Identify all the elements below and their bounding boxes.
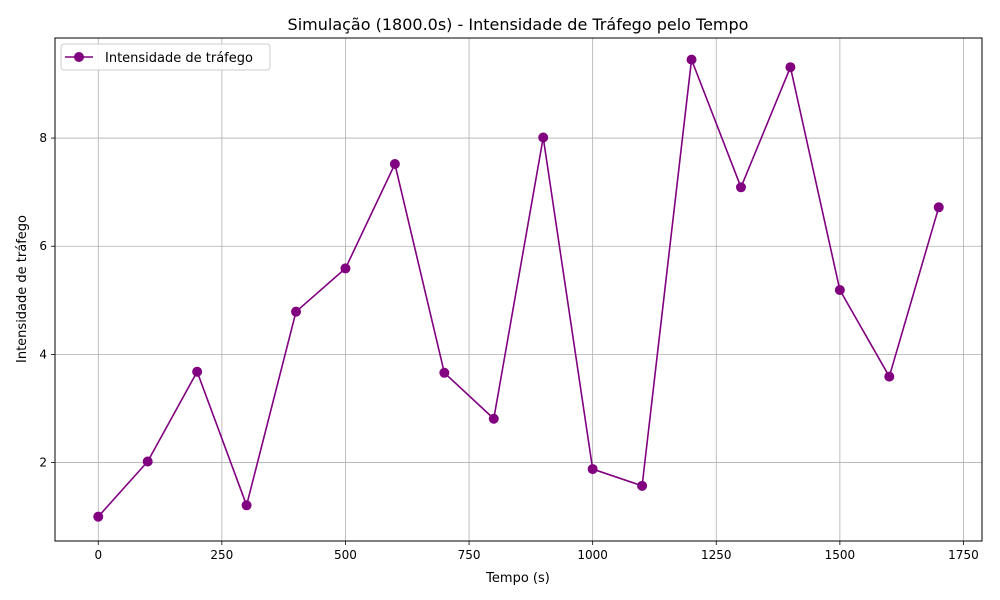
data-point (538, 132, 549, 143)
y-tick-label: 6 (39, 239, 47, 253)
legend-marker-swatch (74, 52, 84, 62)
data-point (93, 511, 104, 522)
data-point (488, 413, 499, 424)
data-point (340, 263, 351, 274)
data-point (735, 182, 746, 193)
legend: Intensidade de tráfego (60, 43, 271, 71)
y-tick-label: 4 (39, 347, 47, 361)
x-tick-label: 750 (458, 548, 481, 562)
data-point (291, 306, 302, 317)
data-point (241, 500, 252, 511)
series-line (97, 58, 940, 518)
x-tick-label: 500 (334, 548, 357, 562)
data-point (192, 366, 203, 377)
y-tick-label: 2 (39, 456, 47, 470)
data-point (142, 456, 153, 467)
chart-title: Simulação (1800.0s) - Intensidade de Trá… (288, 15, 749, 34)
data-point (785, 62, 796, 73)
data-point (686, 54, 697, 65)
data-point (933, 202, 944, 213)
legend-box (60, 43, 271, 71)
axis-ticks: 0 250 500 750 1000 1250 1500 1750 2 4 6 8 (39, 131, 978, 562)
data-point (884, 371, 895, 382)
x-tick-label: 0 (94, 548, 102, 562)
data-point (439, 367, 450, 378)
plot-area-frame (54, 37, 983, 542)
x-tick-label: 1750 (948, 548, 979, 562)
x-tick-label: 1250 (701, 548, 732, 562)
y-tick-label: 8 (39, 131, 47, 145)
data-point (834, 285, 845, 296)
x-tick-label: 1000 (577, 548, 608, 562)
x-axis-label: Tempo (s) (485, 571, 550, 586)
data-point (637, 480, 648, 491)
data-point (587, 464, 598, 475)
x-tick-label: 1500 (825, 548, 856, 562)
series-layer (93, 54, 944, 522)
data-point (389, 159, 400, 170)
y-axis-label: Intensidade de tráfego (15, 215, 30, 363)
legend-label: Intensidade de tráfego (105, 51, 253, 66)
x-tick-label: 250 (210, 548, 233, 562)
